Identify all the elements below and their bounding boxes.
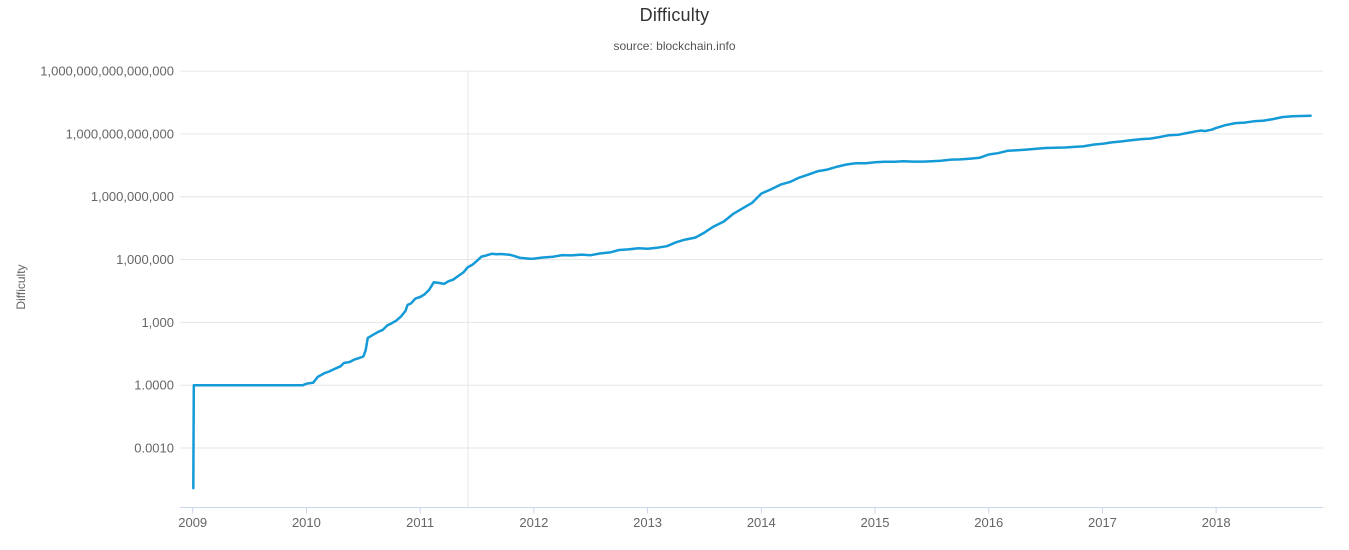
chart-subtitle: source: blockchain.info — [613, 39, 736, 53]
svg-text:1,000: 1,000 — [141, 315, 174, 330]
y-axis-labels: 1,000,000,000,000,000 1,000,000,000,000 1,… — [40, 64, 174, 456]
svg-text:2014: 2014 — [747, 515, 776, 530]
svg-text:2011: 2011 — [406, 515, 434, 530]
svg-text:1.0000: 1.0000 — [134, 378, 174, 393]
svg-text:1,000,000,000,000: 1,000,000,000,000 — [66, 126, 174, 141]
svg-text:1,000,000,000: 1,000,000,000 — [91, 189, 174, 204]
svg-text:2016: 2016 — [974, 515, 1003, 530]
y-axis-title: Difficulty — [14, 264, 28, 310]
svg-text:2015: 2015 — [861, 515, 890, 530]
gridlines — [180, 70, 1323, 449]
svg-text:1,000,000,000,000,000: 1,000,000,000,000,000 — [40, 64, 174, 79]
svg-text:2009: 2009 — [178, 515, 207, 530]
svg-text:1,000,000: 1,000,000 — [116, 252, 174, 267]
svg-text:2010: 2010 — [292, 515, 321, 530]
svg-text:0.0010: 0.0010 — [134, 441, 174, 456]
chart-title: Difficulty — [639, 5, 710, 25]
svg-text:2013: 2013 — [633, 515, 662, 530]
svg-text:2017: 2017 — [1088, 515, 1117, 530]
svg-text:2018: 2018 — [1202, 515, 1231, 530]
x-axis — [180, 507, 1323, 514]
x-axis-labels: 2009 2010 2011 2012 2013 2014 2015 2016 2017 2018 — [178, 515, 1230, 530]
svg-text:2012: 2012 — [519, 515, 548, 530]
difficulty-series-line — [192, 114, 1312, 490]
